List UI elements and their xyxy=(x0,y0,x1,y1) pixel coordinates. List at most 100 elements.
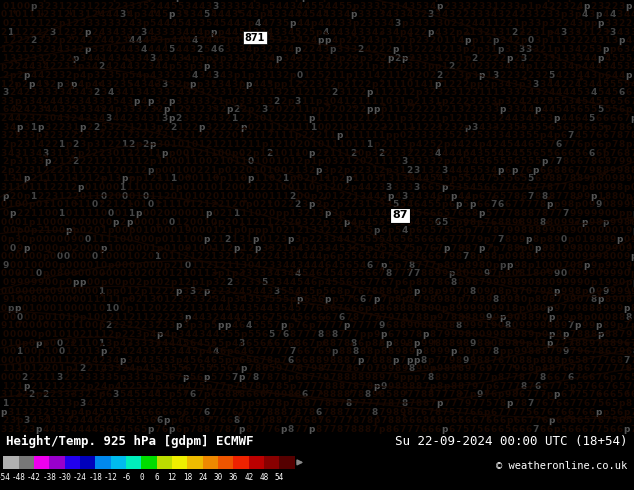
Text: 4: 4 xyxy=(176,339,182,347)
Text: 8: 8 xyxy=(266,356,273,365)
Text: 1: 1 xyxy=(86,209,93,218)
Text: 2: 2 xyxy=(86,36,93,46)
Text: 5: 5 xyxy=(133,391,139,399)
Text: 4: 4 xyxy=(126,45,133,54)
Text: 0: 0 xyxy=(366,174,373,183)
Text: 6: 6 xyxy=(597,416,604,425)
Text: 0: 0 xyxy=(205,157,212,166)
Text: 6: 6 xyxy=(562,399,569,408)
Text: 3: 3 xyxy=(422,53,429,63)
Text: p: p xyxy=(37,122,44,132)
Text: 2: 2 xyxy=(304,53,310,63)
Text: p: p xyxy=(224,356,231,365)
Text: 9: 9 xyxy=(583,209,590,218)
Text: p: p xyxy=(339,36,345,46)
Text: 8: 8 xyxy=(581,339,588,347)
Text: 6: 6 xyxy=(261,330,268,339)
Text: 9: 9 xyxy=(399,391,406,399)
Text: 8: 8 xyxy=(422,347,429,356)
Text: 5: 5 xyxy=(458,174,463,183)
Text: 7: 7 xyxy=(311,382,317,391)
Text: 9: 9 xyxy=(280,391,287,399)
Text: 4: 4 xyxy=(8,148,14,158)
Text: 1: 1 xyxy=(143,122,149,132)
Text: 0: 0 xyxy=(37,295,44,304)
Text: 8: 8 xyxy=(540,373,546,382)
Text: 1: 1 xyxy=(301,97,307,106)
Text: 8: 8 xyxy=(385,425,392,434)
Bar xyxy=(49,456,65,468)
Text: 3: 3 xyxy=(308,62,314,71)
Text: 3: 3 xyxy=(154,79,160,89)
Text: 2: 2 xyxy=(58,382,65,391)
Text: 3: 3 xyxy=(98,97,105,106)
Text: 6: 6 xyxy=(353,295,359,304)
Text: 4: 4 xyxy=(161,62,167,71)
Text: 6: 6 xyxy=(479,192,485,201)
Text: p: p xyxy=(366,244,373,252)
Text: 2: 2 xyxy=(427,114,434,123)
Text: 2: 2 xyxy=(162,287,167,296)
Text: 0: 0 xyxy=(526,287,531,296)
Text: 0: 0 xyxy=(51,244,58,252)
Text: 0: 0 xyxy=(105,183,112,192)
Text: 2: 2 xyxy=(219,209,226,218)
Text: -38: -38 xyxy=(42,473,56,482)
Text: 3: 3 xyxy=(37,36,44,46)
Text: 2: 2 xyxy=(140,62,146,71)
Text: 7: 7 xyxy=(504,408,511,416)
Text: 5: 5 xyxy=(226,330,233,339)
Text: 9: 9 xyxy=(623,287,630,296)
Text: 5: 5 xyxy=(308,287,314,296)
Text: 6: 6 xyxy=(176,408,181,416)
Text: 6: 6 xyxy=(283,330,288,339)
Text: 6: 6 xyxy=(483,425,489,434)
Text: 8: 8 xyxy=(351,425,356,434)
Text: 2: 2 xyxy=(434,166,441,175)
Text: 8: 8 xyxy=(308,408,314,416)
Text: 8: 8 xyxy=(526,356,532,365)
Text: 5: 5 xyxy=(611,416,618,425)
Text: p: p xyxy=(441,200,448,209)
Text: 7: 7 xyxy=(197,408,203,416)
Text: 2: 2 xyxy=(498,0,503,2)
Text: 9: 9 xyxy=(378,373,385,382)
Text: 0: 0 xyxy=(129,295,134,304)
Text: 9: 9 xyxy=(540,252,546,261)
Text: 1: 1 xyxy=(339,226,345,235)
Text: 2: 2 xyxy=(36,373,42,382)
Text: 2: 2 xyxy=(140,166,146,175)
Text: 7: 7 xyxy=(294,321,301,330)
Text: 1: 1 xyxy=(247,209,254,218)
Text: p: p xyxy=(129,226,135,235)
Text: 2: 2 xyxy=(315,218,321,227)
Text: 4: 4 xyxy=(434,45,441,54)
Text: 3: 3 xyxy=(602,0,609,2)
Text: 7: 7 xyxy=(574,218,581,227)
Text: 1: 1 xyxy=(399,166,406,175)
Text: 3: 3 xyxy=(569,71,576,80)
Text: 8: 8 xyxy=(280,373,287,382)
Text: p: p xyxy=(533,356,539,365)
Text: 2: 2 xyxy=(8,62,13,71)
Text: 0: 0 xyxy=(190,166,195,175)
Text: 6: 6 xyxy=(427,183,434,192)
Text: 3: 3 xyxy=(455,183,462,192)
Text: 7: 7 xyxy=(623,131,630,140)
Text: 1: 1 xyxy=(294,183,301,192)
Text: 8: 8 xyxy=(479,295,485,304)
Text: 6: 6 xyxy=(541,382,548,391)
Text: 3: 3 xyxy=(197,97,203,106)
Text: 2: 2 xyxy=(219,261,226,270)
Text: 0: 0 xyxy=(1,235,6,244)
Text: p: p xyxy=(408,140,415,149)
Text: 3: 3 xyxy=(526,45,532,54)
Text: 3: 3 xyxy=(226,53,233,63)
Text: 6: 6 xyxy=(351,304,356,313)
Text: 0: 0 xyxy=(527,244,534,252)
Text: p: p xyxy=(583,2,590,11)
Text: 3: 3 xyxy=(533,79,539,89)
Text: 0: 0 xyxy=(157,295,163,304)
Text: 1: 1 xyxy=(86,174,93,183)
Text: 1: 1 xyxy=(8,10,13,20)
